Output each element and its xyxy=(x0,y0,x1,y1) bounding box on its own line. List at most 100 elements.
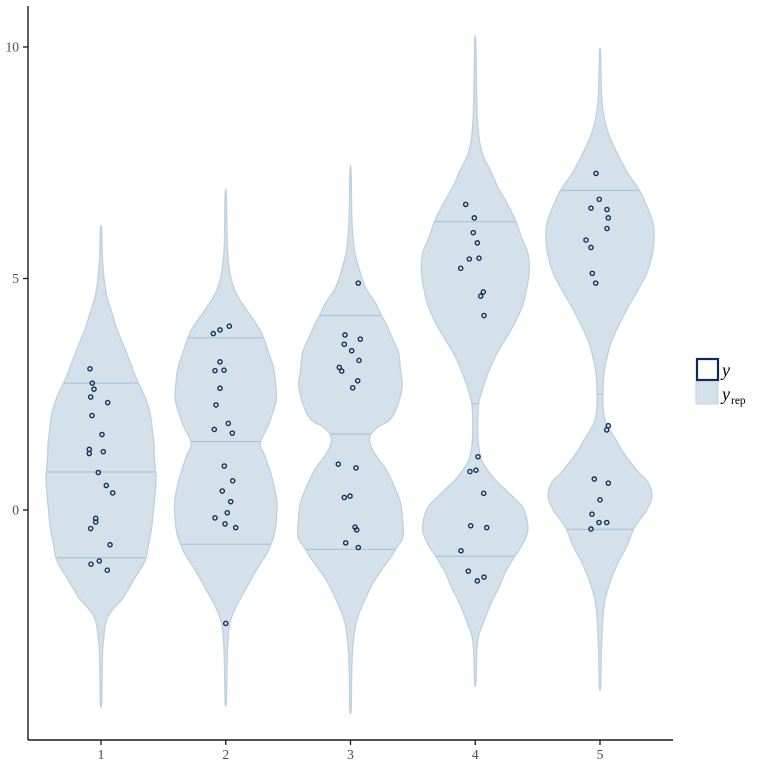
data-point-group-1 xyxy=(86,450,93,457)
data-point-group-4 xyxy=(465,568,472,574)
data-point-group-1 xyxy=(89,380,96,386)
data-point-group-3 xyxy=(336,364,343,371)
data-point-group-2 xyxy=(222,620,229,627)
data-point-group-5 xyxy=(588,244,594,251)
y-tick-label: 10 xyxy=(6,40,20,55)
data-point-group-3 xyxy=(342,332,348,338)
data-point-group-2 xyxy=(225,420,232,427)
data-point-group-5 xyxy=(592,280,599,286)
data-point-group-4 xyxy=(471,215,478,221)
data-point-group-5 xyxy=(605,480,612,486)
data-point-group-3 xyxy=(341,341,348,348)
legend-label-yrep: yrep xyxy=(720,384,746,407)
data-point-group-5 xyxy=(596,519,602,526)
data-point-group-3 xyxy=(349,384,356,391)
data-point-group-2 xyxy=(213,402,219,408)
data-point-group-1 xyxy=(96,558,103,564)
data-point-group-1 xyxy=(104,567,111,573)
data-point-group-3 xyxy=(357,336,364,342)
data-point-group-2 xyxy=(232,524,239,531)
data-point-group-4 xyxy=(480,490,487,497)
data-point-group-1 xyxy=(99,431,105,438)
data-point-group-4 xyxy=(475,453,481,460)
data-point-group-4 xyxy=(470,229,477,236)
data-point-group-5 xyxy=(589,511,595,517)
violin-shape-group-5 xyxy=(545,47,655,692)
data-point-group-4 xyxy=(474,578,481,584)
data-point-group-3 xyxy=(355,544,362,551)
data-point-group-2 xyxy=(226,323,233,329)
data-point-group-5 xyxy=(604,225,610,232)
data-point-group-4 xyxy=(466,256,473,262)
x-tick-label: 4 xyxy=(472,747,479,762)
x-tick-label: 5 xyxy=(597,747,604,762)
y-tick-label: 0 xyxy=(12,503,19,518)
data-point-group-2 xyxy=(221,463,228,469)
x-tick-label: 1 xyxy=(98,747,105,762)
y-tick-label: 5 xyxy=(12,271,19,286)
data-point-group-2 xyxy=(217,359,223,365)
data-point-group-1 xyxy=(92,519,99,525)
data-point-group-3 xyxy=(353,465,359,471)
data-point-group-4 xyxy=(457,265,464,272)
legend-key-yrep xyxy=(695,381,719,405)
data-point-group-3 xyxy=(338,368,345,374)
data-point-group-1 xyxy=(107,541,113,548)
legend-key-y xyxy=(695,357,720,382)
data-point-group-5 xyxy=(583,237,589,243)
data-point-group-2 xyxy=(210,330,217,337)
data-point-group-5 xyxy=(605,422,612,429)
data-point-group-2 xyxy=(212,515,218,521)
data-point-group-2 xyxy=(219,488,226,494)
data-point-group-5 xyxy=(597,497,603,503)
data-point-group-1 xyxy=(109,490,116,496)
data-point-group-1 xyxy=(100,448,107,455)
data-point-group-3 xyxy=(341,494,348,501)
violin-shape-group-3 xyxy=(296,164,405,715)
data-point-group-4 xyxy=(477,293,484,299)
data-point-group-4 xyxy=(474,240,481,246)
data-point-group-4 xyxy=(458,547,464,554)
data-point-group-1 xyxy=(87,365,93,372)
data-point-group-3 xyxy=(347,493,353,499)
legend-label-y: y xyxy=(720,360,730,380)
data-point-group-1 xyxy=(89,412,95,419)
data-point-group-3 xyxy=(354,378,361,384)
data-point-group-4 xyxy=(483,524,490,531)
data-point-group-4 xyxy=(480,289,487,295)
data-point-group-3 xyxy=(335,461,342,467)
data-point-group-3 xyxy=(353,527,360,533)
data-point-group-1 xyxy=(87,525,94,532)
data-point-group-2 xyxy=(222,521,228,527)
violin-shape-group-1 xyxy=(45,224,157,709)
data-point-group-5 xyxy=(593,170,599,177)
data-point-group-4 xyxy=(476,255,482,261)
data-point-group-5 xyxy=(588,526,594,532)
data-point-group-4 xyxy=(481,312,487,319)
data-point-group-2 xyxy=(212,367,218,374)
data-point-group-2 xyxy=(224,509,231,516)
data-point-group-2 xyxy=(217,327,223,333)
data-point-group-2 xyxy=(227,498,234,505)
data-point-group-1 xyxy=(88,561,94,567)
data-point-group-1 xyxy=(91,386,97,392)
data-point-group-1 xyxy=(87,394,94,400)
data-point-group-5 xyxy=(589,270,596,277)
data-point-group-5 xyxy=(603,519,610,526)
violin-shape-group-4 xyxy=(420,34,530,687)
data-point-group-4 xyxy=(467,468,473,475)
data-point-group-2 xyxy=(229,430,236,436)
data-point-group-5 xyxy=(591,476,598,482)
data-point-group-5 xyxy=(596,196,603,203)
data-point-group-1 xyxy=(95,469,102,476)
data-point-group-3 xyxy=(348,347,355,354)
x-tick-label: 2 xyxy=(222,747,229,762)
data-point-group-5 xyxy=(588,205,594,211)
data-point-group-5 xyxy=(605,215,612,221)
data-point-group-4 xyxy=(462,201,469,208)
data-point-group-2 xyxy=(229,478,236,484)
data-point-group-3 xyxy=(342,540,349,546)
data-point-group-2 xyxy=(221,367,227,373)
